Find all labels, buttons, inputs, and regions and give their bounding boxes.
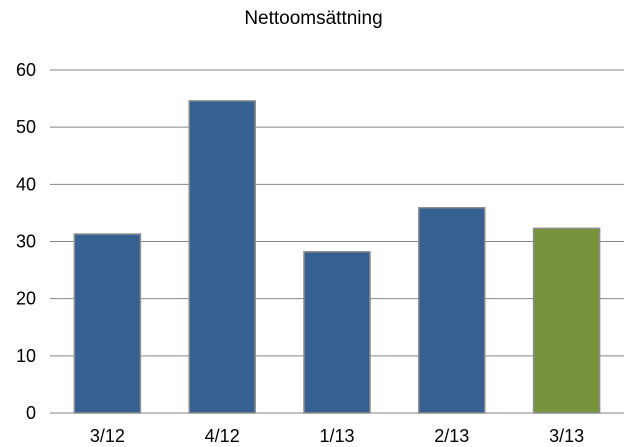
y-axis-ticks: 0 10 20 30 40 50 60 [16,60,36,423]
y-tick-label: 50 [16,117,36,137]
y-tick-label: 0 [26,403,36,423]
bar-2-13 [418,207,486,414]
x-tick-label: 4/12 [205,426,240,446]
y-tick-label: 40 [16,174,36,194]
chart-title: Nettoomsättning [244,8,383,29]
x-tick-label: 1/13 [319,426,354,446]
y-tick-label: 30 [16,232,36,252]
bar-3-12 [73,233,142,414]
y-tick-label: 10 [16,346,36,366]
x-tick-label: 3/13 [549,426,584,446]
bar-1-13 [303,251,371,414]
x-tick-label: 3/12 [90,426,125,446]
bar-4-12 [188,100,256,414]
x-tick-label: 2/13 [434,426,469,446]
x-axis-ticks: 3/12 4/12 1/13 2/13 3/13 [90,426,584,446]
bar-3-13 [532,227,601,414]
y-tick-label: 60 [16,60,36,80]
y-tick-label: 20 [16,289,36,309]
bars [73,100,601,414]
